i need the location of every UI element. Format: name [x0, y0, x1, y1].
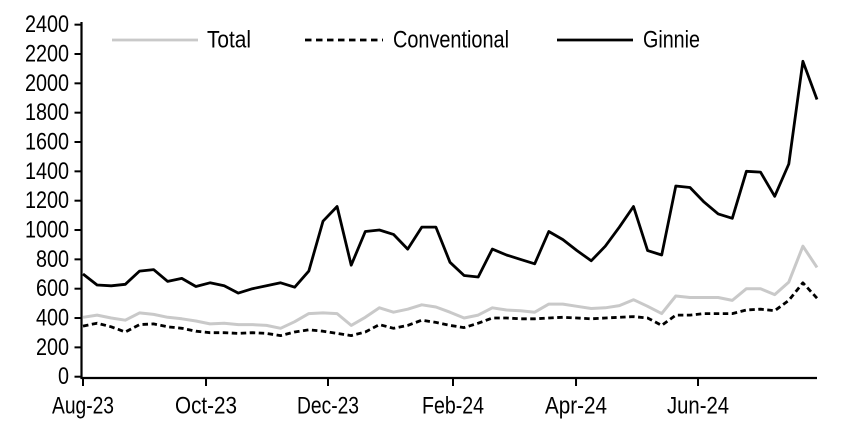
y-tick-label: 1200: [25, 187, 69, 214]
legend-label-ginnie: Ginnie: [643, 27, 700, 54]
y-tick-label: 2200: [25, 40, 69, 67]
x-tick-label: Feb-24: [422, 393, 484, 420]
y-tick-label: 1800: [25, 99, 69, 126]
y-tick-label: 400: [36, 305, 69, 332]
y-tick-label: 1400: [25, 158, 69, 185]
line-conventional: [82, 281, 819, 338]
y-tick-label: 200: [36, 334, 69, 361]
x-tick-label: Oct-23: [175, 393, 237, 420]
y-tick-label: 2000: [25, 70, 69, 97]
y-tick-label: 0: [58, 363, 69, 390]
x-tick-label: Aug-23: [52, 393, 114, 420]
y-tick-label: 1600: [25, 129, 69, 156]
line-total: [82, 244, 819, 330]
legend-label-total: Total: [207, 27, 251, 54]
x-tick-label: Dec-23: [297, 393, 359, 420]
x-tick-label: Apr-24: [545, 393, 607, 420]
legend-label-conventional: Conventional: [393, 27, 509, 54]
y-tick-label: 2400: [25, 11, 69, 38]
y-tick-label: 600: [36, 275, 69, 302]
x-tick-label: Jun-24: [667, 393, 729, 420]
y-tick-label: 1000: [25, 217, 69, 244]
y-tick-label: 800: [36, 246, 69, 273]
line-ginnie: [82, 59, 819, 295]
